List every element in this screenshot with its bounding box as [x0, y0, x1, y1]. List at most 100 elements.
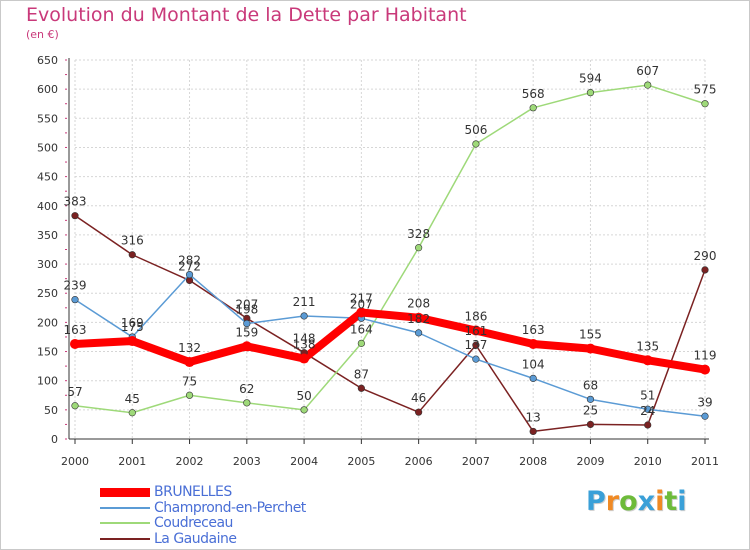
- x-tick-label: 2004: [290, 455, 318, 468]
- legend-swatch-coudreceau: [100, 522, 150, 524]
- data-label: 316: [121, 234, 144, 248]
- legend-item-brunelles[interactable]: BRUNELLES: [100, 484, 232, 500]
- y-tick-label: 250: [37, 287, 58, 300]
- data-label: 163: [522, 323, 545, 337]
- data-point-2: [185, 391, 194, 399]
- x-tick-labels: 2000 2001 2002 2003 2004 2005 2006 2007 2008 2009…: [61, 455, 719, 468]
- data-label: 328: [407, 227, 430, 241]
- logo-letter: x: [637, 486, 656, 517]
- series-points: [70, 81, 710, 436]
- data-label: 163: [64, 323, 87, 337]
- data-label: 13: [526, 410, 541, 424]
- data-label: 119: [694, 349, 717, 363]
- axes: [65, 58, 709, 444]
- data-point-0: [299, 353, 310, 364]
- data-point-2: [586, 89, 595, 97]
- data-label: 211: [293, 295, 316, 309]
- series-line-0: [71, 308, 709, 374]
- data-label: 51: [640, 388, 655, 402]
- data-point-0: [585, 343, 596, 354]
- legend-label-coudreceau: Coudreceau: [154, 515, 233, 531]
- data-point-2: [415, 244, 423, 252]
- data-labels: 163 175 132 159 138 217 208 186 163 155 135 119 239 1…: [64, 64, 717, 424]
- data-point-0: [700, 364, 710, 375]
- data-label: 568: [522, 87, 545, 101]
- data-point-0: [127, 336, 138, 347]
- data-point-0: [470, 325, 481, 336]
- data-label: 155: [579, 328, 602, 342]
- data-label: 148: [293, 332, 316, 346]
- data-point-3: [586, 420, 595, 429]
- x-tick-label: 2006: [405, 455, 433, 468]
- x-tick-label: 2010: [634, 455, 662, 468]
- series-lines: [71, 84, 709, 433]
- x-tick-label: 2007: [462, 455, 490, 468]
- data-label: 50: [296, 389, 311, 403]
- x-tick-label: 2002: [176, 455, 204, 468]
- data-label: 607: [636, 64, 659, 78]
- legend-item-coudreceau[interactable]: Coudreceau: [100, 515, 233, 531]
- data-point-3: [472, 341, 480, 349]
- logo-letter: i: [677, 486, 687, 517]
- data-point-2: [644, 81, 652, 89]
- data-point-1: [300, 312, 308, 320]
- chart-subtitle: (en €): [26, 28, 59, 41]
- y-tick-label: 550: [37, 112, 58, 125]
- data-point-3: [128, 251, 136, 259]
- y-tick-label: 600: [37, 83, 58, 96]
- data-point-1: [71, 296, 79, 304]
- legend-swatch-brunelles: [100, 487, 150, 497]
- x-tick-label: 2009: [576, 455, 604, 468]
- data-label: 169: [121, 316, 144, 330]
- y-tick-label: 100: [37, 375, 58, 388]
- data-point-3: [71, 212, 79, 220]
- data-point-0: [184, 357, 195, 368]
- data-label: 164: [350, 322, 373, 336]
- data-label: 383: [64, 195, 87, 209]
- data-label: 87: [354, 367, 369, 381]
- data-label: 161: [464, 324, 487, 338]
- x-tick-label: 2005: [347, 455, 375, 468]
- data-point-3: [701, 266, 709, 274]
- y-tick-label: 500: [37, 141, 58, 154]
- chart-title: Evolution du Montant de la Dette par Hab…: [26, 4, 467, 26]
- logo-letter: r: [605, 486, 620, 517]
- data-label: 45: [125, 392, 140, 406]
- data-label: 239: [64, 279, 87, 293]
- data-point-2: [243, 399, 251, 407]
- data-label: 132: [178, 341, 201, 355]
- data-label: 25: [583, 403, 598, 417]
- data-point-2: [71, 402, 79, 410]
- data-label: 207: [350, 297, 373, 311]
- data-label: 282: [178, 254, 201, 268]
- x-tick-label: 2011: [691, 455, 719, 468]
- data-point-3: [415, 408, 423, 416]
- data-point-0: [642, 355, 653, 366]
- data-point-2: [701, 100, 709, 108]
- data-label: 272: [178, 259, 201, 273]
- logo-letter: P: [586, 486, 606, 517]
- data-point-3: [644, 421, 652, 429]
- data-label: 57: [67, 385, 82, 399]
- data-label: 217: [350, 291, 373, 305]
- y-tick-label: 450: [37, 171, 58, 184]
- y-tick-label: 350: [37, 229, 58, 242]
- logo-letter: i: [655, 486, 665, 517]
- y-tick-label: 150: [37, 346, 58, 359]
- data-label: 137: [464, 338, 487, 352]
- x-tick-label: 2008: [519, 455, 547, 468]
- data-label: 182: [407, 312, 430, 326]
- y-tick-label: 650: [37, 54, 58, 67]
- data-point-1: [415, 329, 423, 337]
- legend-item-champrond[interactable]: Champrond-en-Perchet: [100, 500, 306, 516]
- series-line-1: [74, 273, 706, 418]
- data-point-2: [529, 104, 537, 112]
- y-tick-labels: 0 50 100 150 200 250 300 350 400 450 500 550 600 650: [37, 54, 58, 446]
- data-label: 39: [697, 395, 712, 409]
- logo-letter: t: [664, 486, 678, 517]
- series-line-3: [74, 214, 706, 433]
- data-point-1: [586, 395, 595, 403]
- legend-item-la-gaudaine[interactable]: La Gaudaine: [100, 531, 237, 547]
